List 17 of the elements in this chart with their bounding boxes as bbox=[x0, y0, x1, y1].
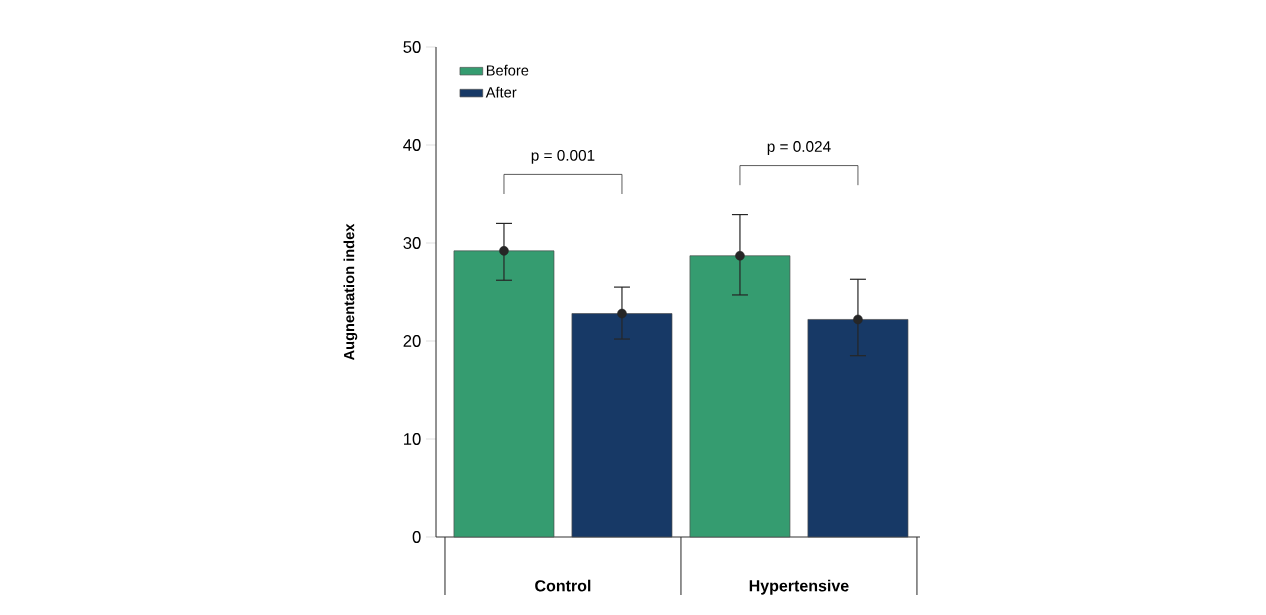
legend-label: Before bbox=[486, 64, 529, 76]
y-tick-label: 30 bbox=[403, 237, 421, 249]
y-axis-title: Augnentation index bbox=[343, 223, 358, 361]
y-tick-label: 20 bbox=[403, 335, 421, 347]
bar bbox=[807, 319, 909, 538]
y-tick-label: 0 bbox=[412, 531, 421, 543]
annotation: p = 0.001 bbox=[531, 149, 595, 164]
bar bbox=[571, 313, 673, 538]
bar bbox=[453, 250, 555, 538]
annotation: p = 0.024 bbox=[767, 141, 831, 155]
x-tick-label: Control bbox=[535, 579, 591, 592]
legend-label: After bbox=[485, 86, 517, 98]
y-tick-label: 10 bbox=[404, 433, 421, 445]
y-tick-label: 50 bbox=[403, 41, 421, 53]
y-tick-label: 40 bbox=[403, 139, 421, 151]
bar bbox=[689, 255, 791, 538]
x-tick-label: Hypertensive bbox=[749, 579, 849, 595]
